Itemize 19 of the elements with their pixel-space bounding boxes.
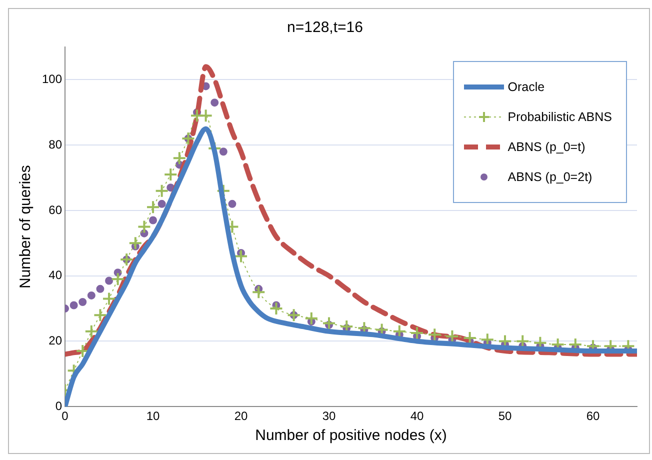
legend-label: ABNS (p_0=t)	[508, 140, 586, 154]
x-tick-label: 50	[498, 409, 512, 424]
x-tick-label: 60	[586, 409, 600, 424]
y-tick-label: 20	[48, 334, 62, 348]
chart-title: n=128,t=16	[287, 19, 363, 36]
y-axis-title: Number of queries	[17, 165, 34, 289]
x-tick-label: 40	[410, 409, 424, 424]
x-tick-label: 30	[322, 409, 336, 424]
y-tick-label: 40	[48, 268, 62, 282]
x-axis-title: Number of positive nodes (x)	[255, 427, 447, 444]
x-tick-label: 10	[146, 409, 160, 424]
legend-label: Oracle	[508, 80, 545, 94]
y-tick-label: 100	[42, 72, 62, 86]
x-tick-label: 20	[234, 409, 248, 424]
legend-label: ABNS (p_0=2t)	[508, 170, 592, 184]
y-tick-label: 0	[55, 398, 62, 413]
y-tick-label: 80	[48, 137, 62, 152]
legend-label: Probabilistic ABNS	[508, 110, 612, 124]
y-tick-label: 60	[48, 202, 62, 217]
